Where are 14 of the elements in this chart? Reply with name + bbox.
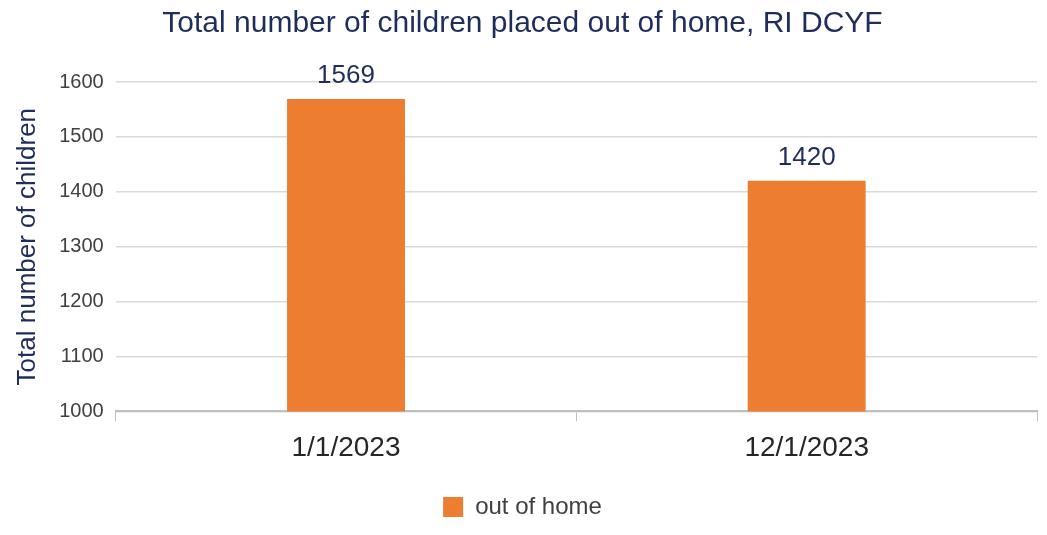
y-tick-label: 1300 xyxy=(59,234,104,257)
data-label: 1420 xyxy=(777,140,836,171)
y-tick-label: 1500 xyxy=(59,124,104,147)
x-tick-label: 1/1/2023 xyxy=(291,430,401,462)
y-tick-label: 1100 xyxy=(60,344,104,367)
y-tick-label: 1400 xyxy=(59,179,104,202)
x-tick-label: 12/1/2023 xyxy=(744,430,869,462)
data-label: 1569 xyxy=(317,59,375,90)
y-tick-label: 1000 xyxy=(59,398,104,421)
y-tick-label: 1600 xyxy=(59,69,104,92)
chart-title: Total number of children placed out of home, RI DCYF xyxy=(162,5,883,39)
y-tick-label: 1200 xyxy=(59,289,104,312)
y-axis-title: Total number of children xyxy=(10,107,41,386)
legend-label: out of home xyxy=(475,491,602,519)
